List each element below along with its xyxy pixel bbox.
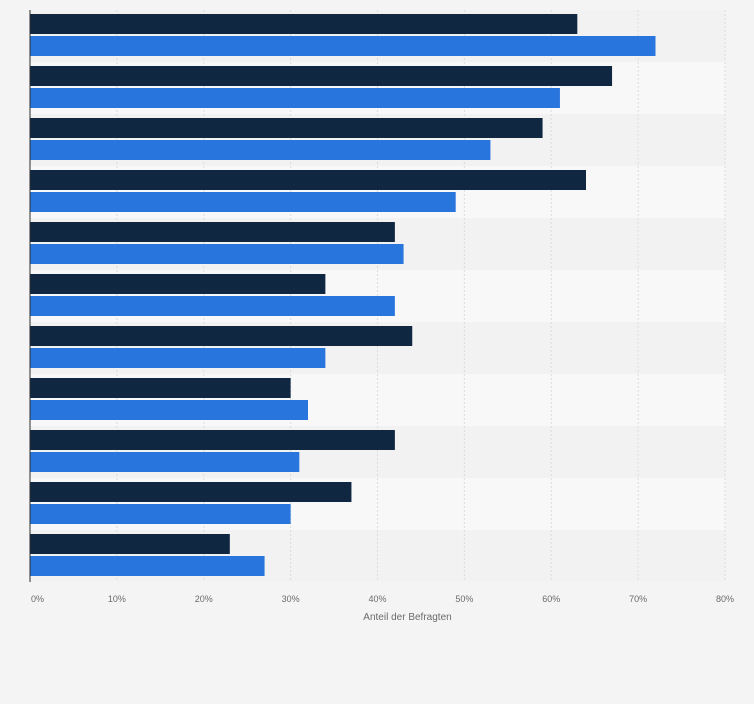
- x-tick-label: 70%: [629, 594, 647, 604]
- bar: [30, 244, 404, 264]
- bar: [30, 222, 395, 242]
- bars: [30, 14, 656, 576]
- bar: [30, 378, 291, 398]
- x-tick-label: 30%: [282, 594, 300, 604]
- x-tick-label: 60%: [542, 594, 560, 604]
- bar: [30, 348, 326, 368]
- bar: [30, 192, 456, 212]
- x-axis-title: Anteil der Befragten: [363, 612, 451, 623]
- x-tick-label: 80%: [716, 594, 734, 604]
- bar: [30, 14, 578, 34]
- x-tick-label: 0%: [31, 594, 44, 604]
- bar: [30, 36, 656, 56]
- bar: [30, 88, 560, 108]
- bar: [30, 118, 543, 138]
- bar: [30, 66, 613, 86]
- bar: [30, 274, 326, 294]
- x-tick-label: 10%: [108, 594, 126, 604]
- bar: [30, 430, 395, 450]
- x-tick-label: 20%: [195, 594, 213, 604]
- bar: [30, 452, 300, 472]
- x-tick-label: 40%: [368, 594, 386, 604]
- bar: [30, 140, 491, 160]
- bar: [30, 504, 291, 524]
- x-tick-labels: 0% 10% 20% 30% 40% 50% 60% 70% 80%: [31, 594, 734, 604]
- bar: [30, 296, 395, 316]
- bar: [30, 170, 586, 190]
- bar: [30, 326, 413, 346]
- bar: [30, 400, 308, 420]
- bar: [30, 482, 352, 502]
- x-tick-label: 50%: [455, 594, 473, 604]
- bar: [30, 556, 265, 576]
- bar: [30, 534, 230, 554]
